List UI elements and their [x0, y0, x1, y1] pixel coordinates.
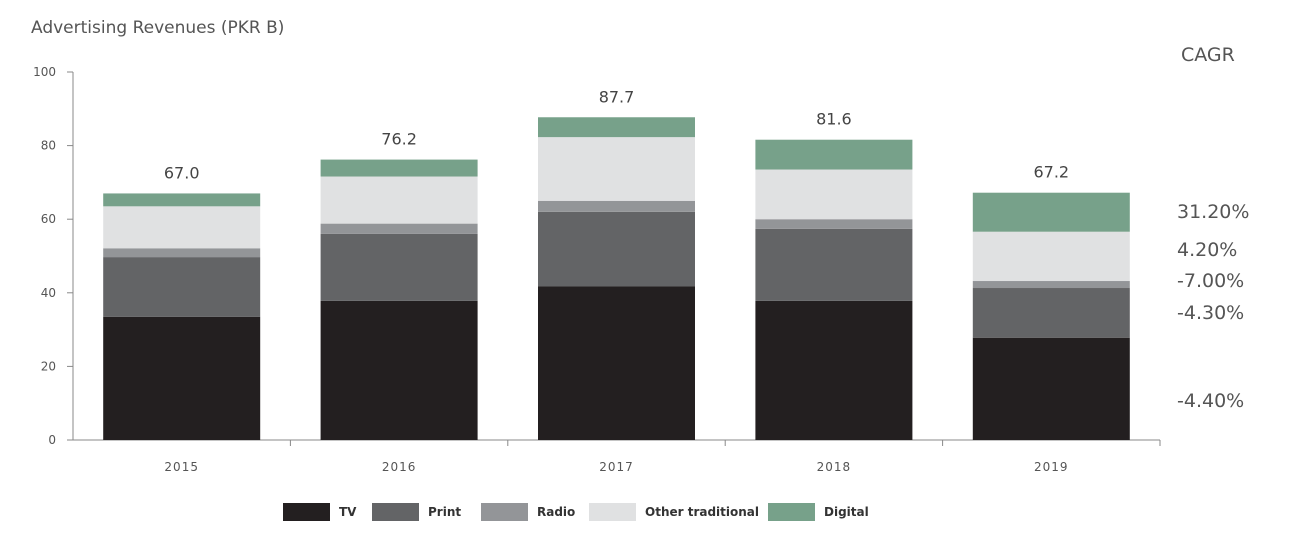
total-label: 87.7	[599, 87, 635, 106]
y-tick-label: 100	[33, 65, 56, 79]
legend-label-radio: Radio	[537, 505, 576, 519]
bar-segment-radio	[320, 223, 478, 234]
bar-segment-print	[972, 288, 1130, 338]
bar-segment-digital	[755, 139, 913, 170]
bar-segment-other-traditional	[972, 231, 1130, 282]
y-tick-label: 60	[41, 212, 56, 226]
bar-segment-print	[538, 211, 695, 287]
legend-swatch-radio	[481, 503, 528, 521]
bar-segment-other-traditional	[755, 169, 913, 220]
total-label: 76.2	[381, 130, 417, 149]
bar-segment-other-traditional	[320, 176, 478, 224]
bar-segment-tv	[755, 300, 913, 440]
y-tick-label: 80	[41, 139, 56, 153]
total-label: 67.2	[1033, 163, 1069, 182]
bar-segment-tv	[320, 300, 478, 440]
legend-swatch-print	[372, 503, 419, 521]
legend-label-print: Print	[428, 505, 462, 519]
legend-item-other-traditional: Other traditional	[589, 503, 768, 521]
legend: TV Print Radio Other traditional Digital	[283, 501, 869, 523]
bar-segment-other-traditional	[538, 137, 695, 201]
cagr-radio: -7.00%	[1177, 270, 1245, 292]
bar-segment-print	[320, 233, 478, 301]
bar-segment-radio	[972, 281, 1130, 289]
y-tick-label: 0	[48, 433, 56, 447]
x-tick-label: 2019	[1034, 460, 1069, 474]
bar-segment-digital	[538, 117, 695, 138]
legend-item-radio: Radio	[481, 503, 589, 521]
bar-segment-tv	[972, 337, 1130, 440]
legend-item-tv: TV	[283, 503, 372, 521]
legend-item-digital: Digital	[768, 503, 869, 521]
cagr-tv: -4.40%	[1177, 390, 1245, 412]
bar-segment-digital	[103, 193, 261, 207]
x-tick-label: 2017	[599, 460, 634, 474]
bar-segment-digital	[972, 192, 1130, 232]
total-label: 67.0	[164, 163, 200, 182]
cagr-other-traditional: 4.20%	[1177, 239, 1238, 261]
bar-segment-radio	[755, 219, 913, 229]
cagr-digital: 31.20%	[1177, 201, 1250, 223]
legend-label-digital: Digital	[824, 505, 869, 519]
legend-label-tv: TV	[339, 505, 357, 519]
bar-segment-digital	[320, 159, 478, 177]
bar-segment-print	[103, 257, 261, 317]
x-tick-label: 2016	[382, 460, 417, 474]
y-tick-label: 40	[41, 286, 56, 300]
chart-title: Advertising Revenues (PKR B)	[31, 18, 285, 38]
legend-item-print: Print	[372, 503, 481, 521]
bar-segment-print	[755, 228, 913, 301]
cagr-print: -4.30%	[1177, 302, 1245, 324]
bar-segment-other-traditional	[103, 206, 261, 249]
legend-swatch-tv	[283, 503, 330, 521]
bar-segment-tv	[103, 316, 261, 440]
cagr-title: CAGR	[1181, 44, 1235, 66]
bar-segment-tv	[538, 286, 695, 440]
y-tick-label: 20	[41, 359, 56, 373]
bar-segment-radio	[103, 248, 261, 258]
legend-swatch-digital	[768, 503, 815, 521]
total-label: 81.6	[816, 110, 852, 129]
legend-label-other-traditional: Other traditional	[645, 505, 760, 519]
bar-segment-radio	[538, 200, 695, 212]
x-tick-label: 2015	[164, 460, 199, 474]
x-tick-label: 2018	[817, 460, 852, 474]
legend-swatch-other-traditional	[589, 503, 636, 521]
